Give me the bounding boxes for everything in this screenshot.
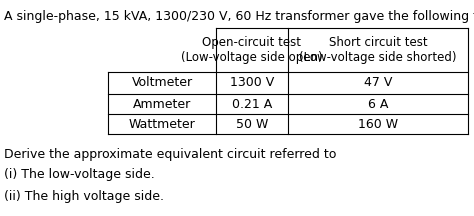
Text: (i) The low-voltage side.: (i) The low-voltage side.	[4, 168, 155, 181]
Text: 0.21 A: 0.21 A	[232, 97, 272, 111]
Text: 1300 V: 1300 V	[230, 76, 274, 89]
Text: Open-circuit test
(Low-voltage side open): Open-circuit test (Low-voltage side open…	[181, 36, 323, 64]
Text: 50 W: 50 W	[236, 118, 268, 130]
Text: A single-phase, 15 kVA, 1300/230 V, 60 Hz transformer gave the following test re: A single-phase, 15 kVA, 1300/230 V, 60 H…	[4, 10, 474, 23]
Text: Ammeter: Ammeter	[133, 97, 191, 111]
Text: 160 W: 160 W	[358, 118, 398, 130]
Text: Derive the approximate equivalent circuit referred to: Derive the approximate equivalent circui…	[4, 148, 337, 161]
Text: Voltmeter: Voltmeter	[131, 76, 192, 89]
Text: Wattmeter: Wattmeter	[128, 118, 195, 130]
Text: 6 A: 6 A	[368, 97, 388, 111]
Text: (ii) The high voltage side.: (ii) The high voltage side.	[4, 190, 164, 203]
Text: 47 V: 47 V	[364, 76, 392, 89]
Text: Short circuit test
(Low-voltage side shorted): Short circuit test (Low-voltage side sho…	[299, 36, 457, 64]
